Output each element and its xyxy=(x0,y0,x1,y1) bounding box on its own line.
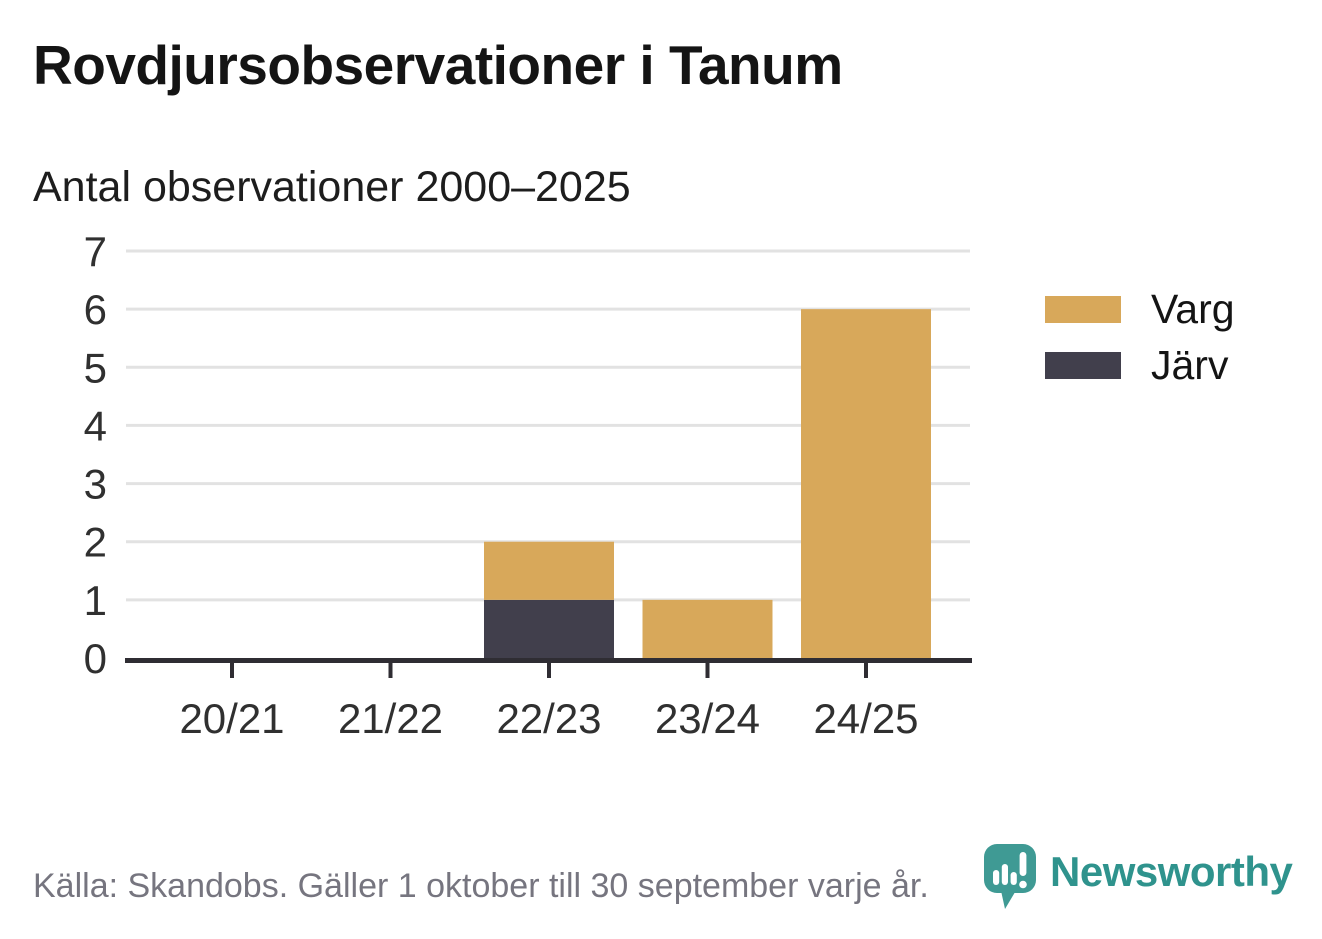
y-axis-tick-label: 6 xyxy=(84,286,107,333)
legend-swatch-varg-icon xyxy=(1045,295,1121,323)
x-axis-tick xyxy=(864,663,868,678)
chart-subtitle: Antal observationer 2000–2025 xyxy=(33,163,631,211)
x-axis-tick xyxy=(705,663,710,678)
y-axis-tick-label: 7 xyxy=(84,228,107,275)
y-axis-tick-label: 0 xyxy=(84,635,107,682)
x-axis-tick xyxy=(230,663,234,678)
legend-item-jarv: Järv xyxy=(1045,344,1235,385)
y-axis-tick-label: 3 xyxy=(84,461,107,508)
x-axis-tick-label: 24/25 xyxy=(813,695,918,742)
x-axis-tick xyxy=(388,663,393,678)
x-axis-tick-label: 23/24 xyxy=(655,695,760,742)
y-axis-tick-label: 5 xyxy=(84,344,107,391)
chart-legend: Varg Järv xyxy=(1045,288,1235,404)
chart-title: Rovdjursobservationer i Tanum xyxy=(33,34,843,96)
y-axis-tick-label: 4 xyxy=(84,402,107,449)
newsworthy-logo: Newsworthy xyxy=(984,844,1293,911)
bar-segment-jrv-22-23 xyxy=(484,599,614,658)
x-axis-tick-label: 22/23 xyxy=(496,695,601,742)
newsworthy-speech-bubble-icon xyxy=(984,844,1036,909)
bar-segment-varg-24-25 xyxy=(801,309,931,658)
x-axis-line xyxy=(125,658,972,663)
y-axis-tick-label: 2 xyxy=(84,519,107,566)
x-axis-tick-label: 21/22 xyxy=(338,695,443,742)
x-axis-tick xyxy=(547,663,551,678)
legend-item-varg: Varg xyxy=(1045,288,1235,329)
legend-swatch-jarv-icon xyxy=(1045,351,1121,379)
newsworthy-wordmark: Newsworthy xyxy=(1050,847,1293,895)
x-axis-tick-label: 20/21 xyxy=(179,695,284,742)
legend-label-varg: Varg xyxy=(1151,285,1235,332)
y-axis-tick-label: 1 xyxy=(84,577,107,624)
source-note: Källa: Skandobs. Gäller 1 oktober till 3… xyxy=(33,867,929,905)
bar-segment-varg-23-24 xyxy=(642,599,773,658)
legend-label-jarv: Järv xyxy=(1151,341,1229,388)
bar-segment-varg-22-23 xyxy=(484,541,614,600)
